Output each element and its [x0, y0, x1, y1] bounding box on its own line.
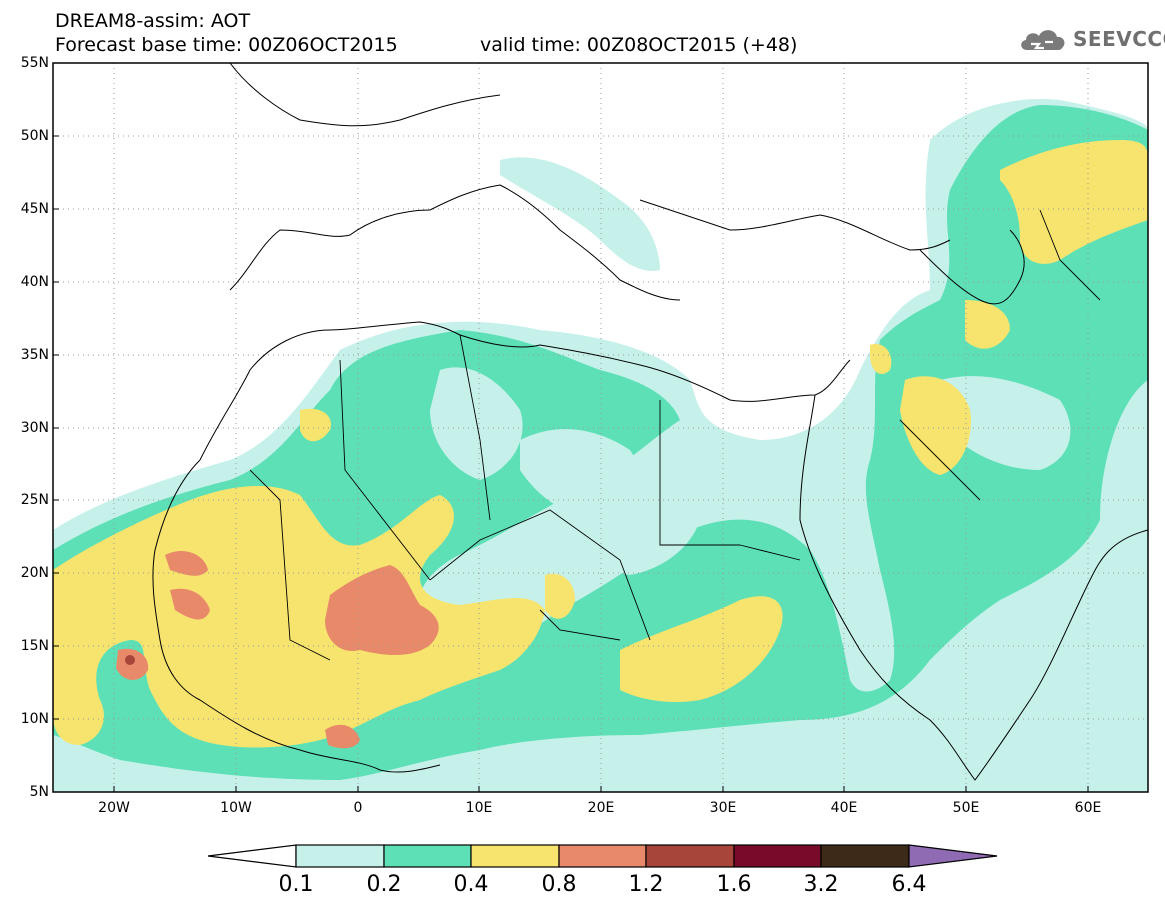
lon-label-60e: 60E — [1074, 800, 1102, 816]
lat-label-45n: 45N — [20, 201, 49, 217]
lat-label-40n: 40N — [20, 274, 49, 290]
map-title: DREAM8-assim: AOT — [55, 10, 251, 32]
colorbar-label-1-2: 1.2 — [628, 872, 664, 897]
colorbar-label-0-1: 0.1 — [278, 872, 314, 897]
colorbar-label-1-6: 1.6 — [716, 872, 752, 897]
country-borders — [249, 209, 1101, 661]
logo-text: SEEVCCC — [1073, 27, 1165, 51]
forecast-base-time: Forecast base time: 00Z06OCT2015 valid ti… — [55, 34, 797, 56]
cloud-icon — [1021, 30, 1065, 50]
colorbar-label-0-8: 0.8 — [541, 872, 577, 897]
aot-level-0-4 — [53, 140, 1148, 748]
lon-label-0: 0 — [353, 800, 363, 816]
lat-label-5n: 5N — [29, 784, 49, 800]
lat-label-25n: 25N — [20, 492, 49, 508]
lat-label-15n: 15N — [20, 638, 49, 654]
colorbar-label-3-2: 3.2 — [803, 872, 839, 897]
lon-label-40e: 40E — [830, 800, 858, 816]
lon-label-50e: 50E — [952, 800, 980, 816]
lat-label-55n: 55N — [20, 55, 49, 71]
lat-label-35n: 35N — [20, 347, 49, 363]
valid-time-text: valid time: 00Z08OCT2015 (+48) — [480, 34, 798, 56]
lat-label-30n: 30N — [20, 420, 49, 436]
lon-label-10w: 10W — [220, 800, 252, 816]
base-time-text: Forecast base time: 00Z06OCT2015 — [55, 34, 398, 56]
lon-label-20e: 20E — [587, 800, 615, 816]
lat-label-50n: 50N — [20, 128, 49, 144]
lon-label-20w: 20W — [98, 800, 130, 816]
lat-label-20n: 20N — [20, 565, 49, 581]
lon-label-10e: 10E — [465, 800, 493, 816]
lon-label-30e: 30E — [709, 800, 737, 816]
axis-ticks — [53, 135, 1089, 792]
seevccc-logo: SEEVCCC — [1017, 22, 1165, 56]
aot-level-1-2 — [125, 655, 135, 665]
lat-label-10n: 10N — [20, 711, 49, 727]
aot-level-0-8 — [116, 550, 439, 749]
colorbar-label-0-4: 0.4 — [453, 872, 489, 897]
aot-field — [53, 63, 1148, 792]
colorbar-label-6-4: 6.4 — [891, 872, 927, 897]
coastlines — [152, 63, 1148, 781]
colorbar-label-0-2: 0.2 — [366, 872, 402, 897]
